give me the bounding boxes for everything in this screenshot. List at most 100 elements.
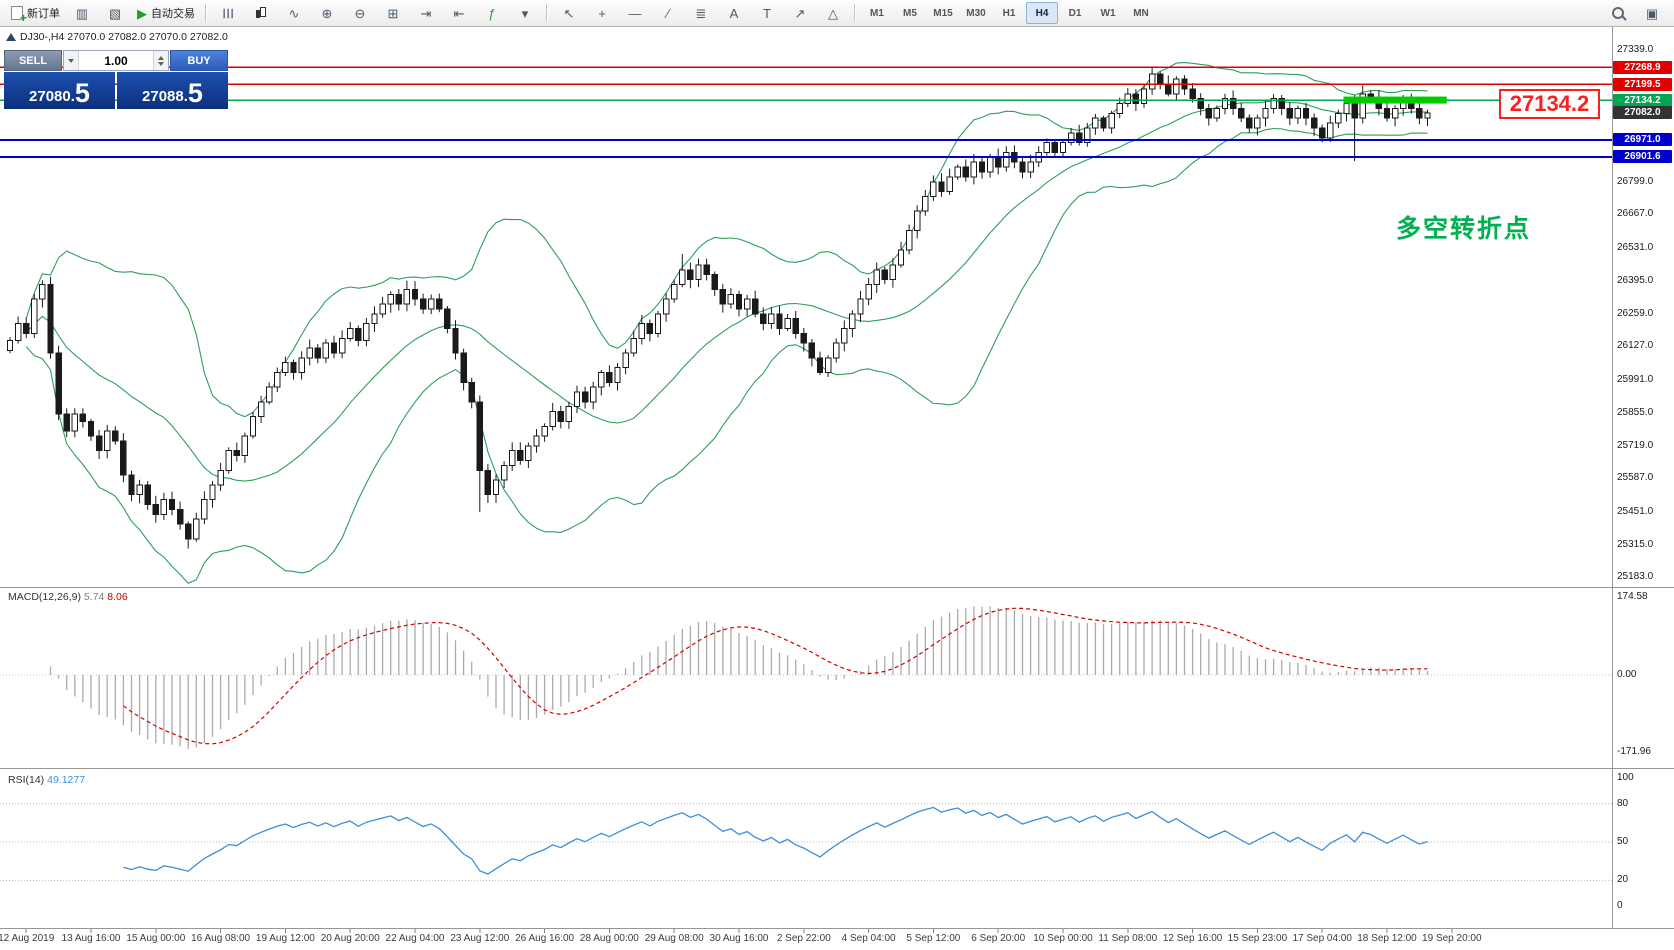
timeframe-m5-button[interactable]: M5 [903,7,917,19]
tile-windows-icon: ⊞ [387,5,399,21]
charts-windows-button[interactable]: ▥ [66,1,98,25]
ask-price-panel[interactable]: 27088. 5 [117,72,228,109]
chart-shift-button[interactable]: ⇤ [443,1,475,25]
macd-signal-value: 8.06 [107,591,128,603]
candlestick-chart-icon [255,6,268,20]
volume-input[interactable] [79,51,153,70]
text-button[interactable]: A [718,1,750,25]
trendline-icon: ∕ [666,5,670,21]
chinese-annotation[interactable]: 多空转折点 [1396,215,1532,243]
rsi-indicator-label: RSI(14) 49.1277 [8,774,85,786]
templates-button[interactable]: ▾ [509,1,541,25]
horizontal-line-icon: — [628,5,642,21]
profiles-icon: ▧ [108,5,122,21]
indicators-icon: ƒ [488,5,496,21]
main-pane [0,62,1612,584]
bid-price: 27080. [29,88,75,105]
toolbar-separator [854,4,856,22]
zoom-out-button[interactable]: ⊖ [344,1,376,25]
bollinger-middle-band [25,100,1428,482]
cursor-button[interactable]: ↖ [553,1,585,25]
one-click-toggle-icon[interactable] [6,33,16,41]
new-order-label: 新订单 [27,8,60,20]
macd-indicator-label: MACD(12,26,9) 5.74 8.06 [8,591,128,603]
candlestick-chart-button[interactable] [245,1,277,25]
timeframe-m30-button[interactable]: M30 [966,7,986,19]
line-chart-icon: ∿ [288,5,300,21]
rsi-pane [0,803,1612,881]
timeframe-h1-button[interactable]: H1 [1002,7,1016,19]
fibonacci-button[interactable]: ≣ [685,1,717,25]
arrow-button[interactable]: ↗ [784,1,816,25]
templates-icon: ▾ [521,5,529,21]
volume-field [63,50,169,71]
auto-scroll-button[interactable]: ⇥ [410,1,442,25]
timeframe-m1-button[interactable]: M1 [870,7,884,19]
zoom-in-button[interactable]: ⊕ [311,1,343,25]
autotrading-icon: ▶ [137,5,147,21]
shapes-icon: △ [828,5,838,21]
timeframe-d1-button[interactable]: D1 [1068,7,1082,19]
timeframe-mn-button[interactable]: MN [1133,7,1149,19]
bid-price-panel[interactable]: 27080. 5 [4,72,115,109]
arrow-icon: ↗ [794,5,806,21]
autotrading-button[interactable]: ▶ 自动交易 [132,1,200,25]
toolbar: 新订单 ▥ ▧ ▶ 自动交易 ☰ ∿ ⊕ ⊖ ⊞ ⇥ ⇤ ƒ ▾ ↖ + — ∕ ≣ A T ↗ △ M1 M5 M15 M30 H1… [0,0,1674,27]
volume-dropdown-button[interactable] [64,51,79,70]
shapes-button[interactable]: △ [817,1,849,25]
zoom-out-icon: ⊖ [354,5,366,21]
chart-shift-icon: ⇤ [453,5,465,21]
rsi-line [123,806,1428,875]
toolbar-separator [546,4,548,22]
chevron-down-icon [68,58,74,63]
bar-chart-button[interactable]: ☰ [212,1,244,25]
tile-windows-button[interactable]: ⊞ [377,1,409,25]
buy-button[interactable]: BUY [170,50,228,71]
macd-pane [0,606,1612,749]
volume-stepper[interactable] [153,51,168,70]
crosshair-icon: + [598,5,606,21]
rsi-name: RSI(14) [8,774,45,786]
zoom-in-icon: ⊕ [321,5,333,21]
sell-button[interactable]: SELL [4,50,62,71]
data-window-icon: ▣ [1645,5,1659,21]
charts-windows-icon: ▥ [75,5,89,21]
line-chart-button[interactable]: ∿ [278,1,310,25]
toolbar-separator [205,4,207,22]
cursor-icon: ↖ [563,5,575,21]
horizontal-line-button[interactable]: — [619,1,651,25]
stepper-down-icon [158,61,164,66]
autotrading-label: 自动交易 [151,8,195,20]
trendline-button[interactable]: ∕ [652,1,684,25]
candlestick-series [6,66,1431,549]
bollinger-lower-band [25,127,1428,584]
highlight-zone[interactable] [1343,96,1447,104]
toolbar-right-group: ▣ [1602,1,1668,25]
one-click-trading-widget: SELL BUY 27080.5 27088.5 [4,50,228,109]
symbol-ohlc-label: DJ30-,H4 27070.0 27082.0 27070.0 27082.0 [20,31,228,43]
ask-price: 27088. [142,88,188,105]
new-order-button[interactable]: 新订单 [6,1,65,25]
timeframe-h4-button[interactable]: H4 [1026,2,1058,24]
search-button[interactable] [1602,1,1634,25]
profiles-button[interactable]: ▧ [99,1,131,25]
price-callout-label[interactable]: 27134.2 [1499,89,1600,119]
rsi-value: 49.1277 [47,774,86,786]
symbol-info: DJ30-,H4 27070.0 27082.0 27070.0 27082.0 [20,31,228,43]
auto-scroll-icon: ⇥ [420,5,432,21]
timeframe-m15-button[interactable]: M15 [933,7,953,19]
macd-histogram [49,606,1429,749]
label-icon: T [763,5,771,21]
timeframe-w1-button[interactable]: W1 [1100,7,1116,19]
stepper-up-icon [158,55,164,60]
crosshair-button[interactable]: + [586,1,618,25]
data-window-button[interactable]: ▣ [1636,1,1668,25]
indicators-button[interactable]: ƒ [476,1,508,25]
text-icon: A [729,5,739,21]
label-button[interactable]: T [751,1,783,25]
ask-price-big-digit: 5 [187,78,203,108]
macd-value: 5.74 [83,591,105,603]
fibonacci-icon: ≣ [695,5,707,21]
bid-price-big-digit: 5 [74,78,90,108]
